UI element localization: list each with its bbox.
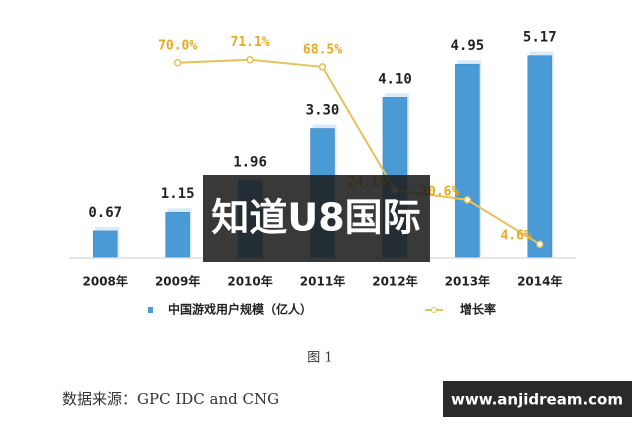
caption: 图 1 (307, 351, 332, 366)
legend-swatch (148, 307, 153, 313)
x-tick-label: 2010年 (227, 274, 272, 289)
x-tick-label: 2011年 (300, 274, 345, 289)
bar (527, 55, 553, 258)
site-box (443, 381, 632, 417)
bar (92, 230, 118, 258)
source: 数据来源：GPC IDC and CNG (62, 390, 279, 408)
growth-label: 71.1% (231, 35, 270, 50)
growth-label: 4.6% (500, 229, 531, 244)
bar (165, 211, 190, 258)
bar-value-label: 5.17 (523, 30, 557, 46)
bar-value-label: 4.95 (450, 38, 484, 54)
watermark-box (203, 175, 430, 262)
x-tick-label: 2008年 (83, 274, 128, 289)
growth-point (536, 240, 544, 248)
growth-point (463, 196, 472, 204)
growth-label: 68.5% (303, 42, 342, 57)
x-tick-label: 2014年 (517, 274, 562, 289)
legend-swatch-point (431, 307, 437, 313)
x-tick-label: 2013年 (445, 274, 490, 289)
legend-label: 增长率 (460, 302, 496, 317)
growth-label: 70.0% (158, 38, 197, 53)
bar (455, 63, 480, 258)
bar-value-label: 0.67 (88, 205, 122, 221)
growth-label: 20.6% (420, 184, 459, 199)
site-label: www.anjidream.com (451, 391, 623, 409)
x-tick-label: 2012年 (372, 274, 417, 289)
watermark: 知道U8国际 (211, 196, 420, 240)
bar-value-label: 3.30 (306, 102, 340, 118)
growth-point (246, 55, 254, 64)
growth-line (177, 58, 541, 246)
x-tick-label: 2009年 (155, 274, 200, 289)
growth-point (318, 63, 327, 71)
bar-value-label: 1.15 (161, 186, 195, 202)
growth-point (173, 59, 182, 67)
bar-value-label: 1.96 (233, 155, 267, 171)
bar-value-label: 4.10 (378, 71, 412, 87)
legend-label: 中国游戏用户规模（亿人） (168, 302, 312, 317)
